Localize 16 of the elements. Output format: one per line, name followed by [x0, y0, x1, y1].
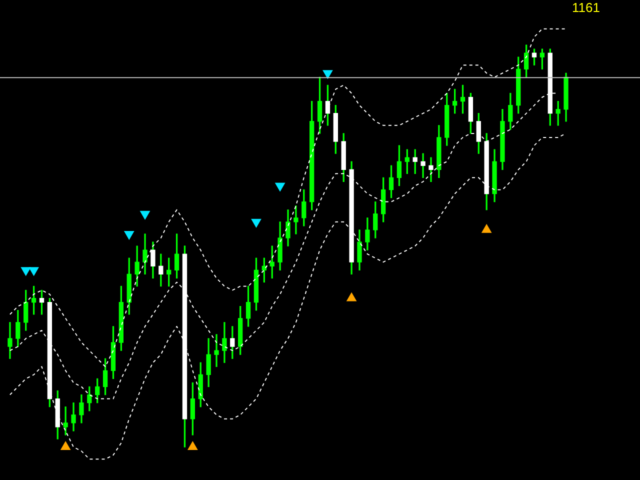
- point: [124, 230, 134, 240]
- candlestick: [420, 153, 426, 178]
- text: 1161: [572, 0, 600, 16]
- point: [322, 70, 333, 79]
- point: [275, 182, 285, 192]
- point: [140, 210, 150, 220]
- point: [60, 442, 70, 450]
- candlestick: [428, 157, 434, 182]
- point: [28, 267, 39, 276]
- candlestick: [8, 322, 12, 359]
- point: [188, 442, 198, 450]
- point: [251, 218, 262, 228]
- candlestick: [63, 406, 68, 436]
- candlestick: [294, 205, 298, 234]
- point: [21, 267, 31, 276]
- candlestick: [214, 334, 219, 367]
